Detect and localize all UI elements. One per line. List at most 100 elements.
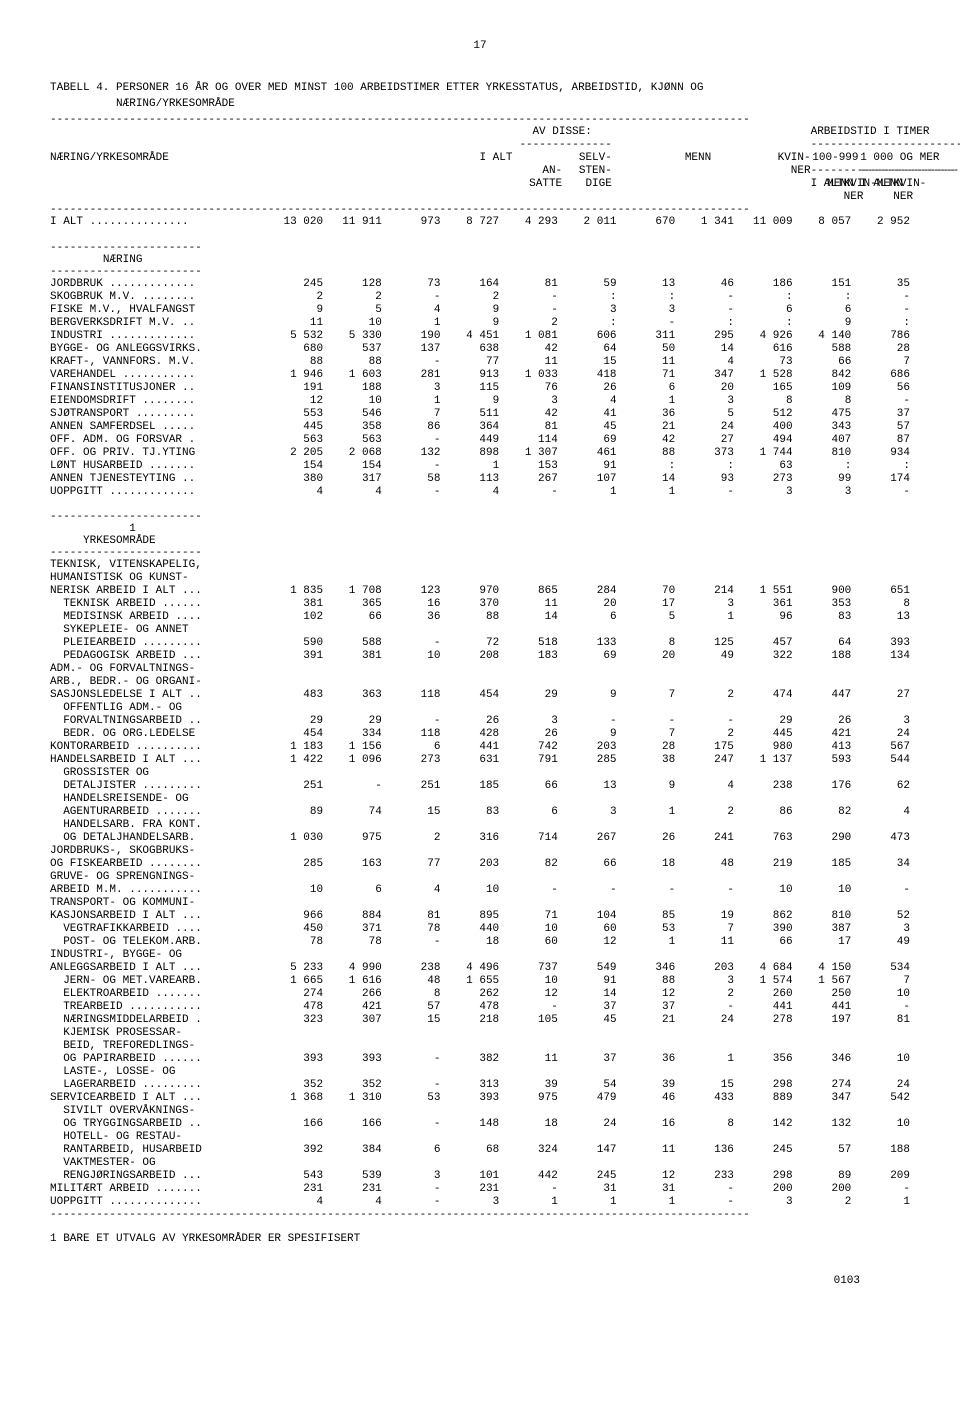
row-value: 231 — [264, 1183, 323, 1196]
table-row: OFF. OG PRIV. TJ.YTING2 2052 0681328981 … — [50, 447, 910, 460]
row-value: 34 — [851, 858, 910, 871]
row-label: PEDAGOGISK ARBEID ... — [50, 650, 264, 663]
row-value — [558, 845, 617, 858]
row-value: 54 — [558, 1079, 617, 1092]
row-value: 1 567 — [793, 975, 852, 988]
row-label: ELEKTROARBEID ....... — [50, 988, 264, 1001]
row-value: 407 — [793, 434, 852, 447]
row-label: SYKEPLEIE- OG ANNET — [50, 624, 264, 637]
row-value: 1 655 — [440, 975, 499, 988]
row-value: 593 — [793, 754, 852, 767]
row-value — [675, 1066, 734, 1079]
row-value: 71 — [499, 910, 558, 923]
row-value — [499, 949, 558, 962]
table-row: ANNEN TJENESTEYTING ..380317581132671071… — [50, 473, 910, 486]
row-value: 260 — [734, 988, 793, 1001]
row-value: 188 — [323, 382, 382, 395]
row-value: 810 — [793, 447, 852, 460]
naering-body: JORDBRUK .............245128731648159134… — [50, 278, 910, 499]
row-value — [734, 871, 793, 884]
row-label: OFF. ADM. OG FORSVAR . — [50, 434, 264, 447]
row-value — [617, 1027, 676, 1040]
row-value — [558, 1066, 617, 1079]
table-row: LAGERARBEID .........352352-313395439152… — [50, 1079, 910, 1092]
row-value: - — [499, 1001, 558, 1014]
row-value: 381 — [323, 650, 382, 663]
row-value: 9 — [440, 304, 499, 317]
row-value — [617, 1105, 676, 1118]
row-value: 247 — [675, 754, 734, 767]
row-value: 428 — [440, 728, 499, 741]
row-value: 313 — [440, 1079, 499, 1092]
table-row: OG TRYGGINGSARBEID ..166166-148182416814… — [50, 1118, 910, 1131]
row-value: 42 — [499, 343, 558, 356]
table-row: UOPPGITT .............44-4-11-33- — [50, 486, 910, 499]
row-value: 9 — [440, 317, 499, 330]
row-value: 494 — [734, 434, 793, 447]
row-value: 52 — [851, 910, 910, 923]
row-value: : — [851, 460, 910, 473]
table-row: ARB., BEDR.- OG ORGANI- — [50, 676, 910, 689]
row-value: 4 926 — [734, 330, 793, 343]
row-value: - — [617, 317, 676, 330]
row-value — [851, 663, 910, 676]
row-value — [558, 767, 617, 780]
row-value: 86 — [734, 806, 793, 819]
row-value: 14 — [617, 473, 676, 486]
row-value: 41 — [558, 408, 617, 421]
row-value: 441 — [440, 741, 499, 754]
row-value — [734, 559, 793, 572]
row-value: 7 — [675, 923, 734, 936]
row-value: 3 — [851, 715, 910, 728]
row-value — [793, 663, 852, 676]
row-label: BYGGE- OG ANLEGGSVIRKS. — [50, 343, 264, 356]
row-value: 4 — [382, 304, 441, 317]
row-value: 347 — [675, 369, 734, 382]
row-value — [617, 624, 676, 637]
row-value: 418 — [558, 369, 617, 382]
row-value: 123 — [382, 585, 441, 598]
row-value: 478 — [264, 1001, 323, 1014]
row-value: 8 727 — [440, 216, 499, 229]
row-value: 352 — [264, 1079, 323, 1092]
row-value: 164 — [440, 278, 499, 291]
row-value: 737 — [499, 962, 558, 975]
row-value: - — [675, 1001, 734, 1014]
row-value: 101 — [440, 1170, 499, 1183]
row-value: 38 — [617, 754, 676, 767]
row-value — [323, 819, 382, 832]
row-value: 147 — [558, 1144, 617, 1157]
row-value: 88 — [440, 611, 499, 624]
row-value: 475 — [793, 408, 852, 421]
row-value — [499, 793, 558, 806]
row-value — [323, 676, 382, 689]
row-value: 12 — [617, 988, 676, 1001]
row-value: 371 — [323, 923, 382, 936]
row-value: 50 — [617, 343, 676, 356]
row-value — [617, 793, 676, 806]
row-value: 364 — [440, 421, 499, 434]
row-value: - — [675, 291, 734, 304]
table-row: SKOGBRUK M.V. ........22-2-::-::- — [50, 291, 910, 304]
row-value: 316 — [440, 832, 499, 845]
row-value: 810 — [793, 910, 852, 923]
row-value: 1 — [558, 1196, 617, 1209]
row-value: 89 — [264, 806, 323, 819]
row-value: 197 — [793, 1014, 852, 1027]
table-row: INDUSTRI-, BYGGE- OG — [50, 949, 910, 962]
row-value: 670 — [617, 216, 676, 229]
row-value: 2 — [675, 988, 734, 1001]
row-value: 10 — [851, 988, 910, 1001]
table-row: I ALT ...............13 02011 9119738 72… — [50, 216, 910, 229]
row-value: 71 — [617, 369, 676, 382]
row-label: TEKNISK, VITENSKAPELIG, — [50, 559, 264, 572]
row-value: 109 — [793, 382, 852, 395]
row-value — [440, 702, 499, 715]
row-value — [734, 676, 793, 689]
row-value: 1 — [675, 611, 734, 624]
row-value: 186 — [734, 278, 793, 291]
row-value: 60 — [499, 936, 558, 949]
row-value: 1 — [440, 460, 499, 473]
table-row: AGENTURARBEID .......89741583631286824 — [50, 806, 910, 819]
row-value: 1 — [851, 1196, 910, 1209]
